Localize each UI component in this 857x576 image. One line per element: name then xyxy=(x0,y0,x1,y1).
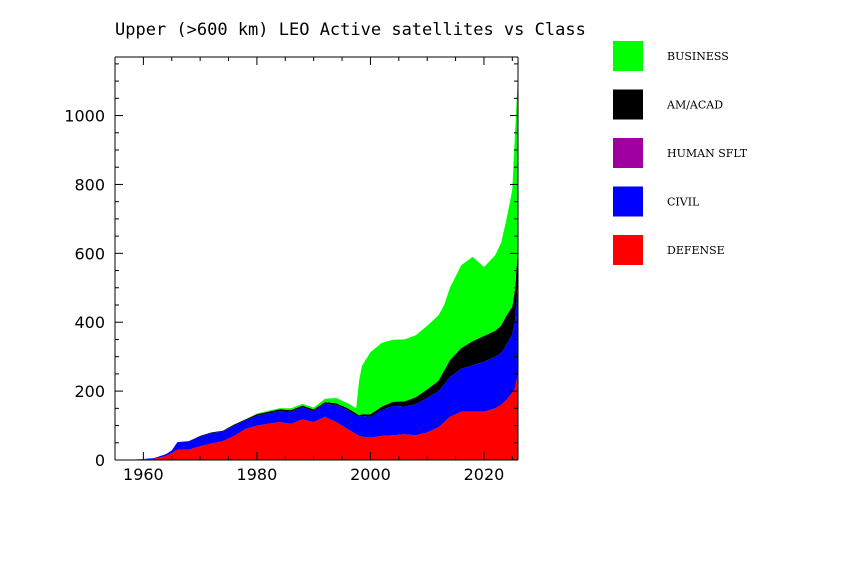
y-tick-label: 1000 xyxy=(64,107,105,126)
chart-title: Upper (>600 km) LEO Active satellites vs… xyxy=(115,20,586,40)
y-tick-label: 800 xyxy=(74,175,105,194)
legend-swatch-defense xyxy=(613,235,643,265)
axes: 1960 1980 2000 2020 0 200 400 600 800 1000 xyxy=(64,56,519,484)
legend-label-civil: CIVIL xyxy=(667,196,700,209)
y-tick-label: 400 xyxy=(74,313,105,332)
y-tick-label: 200 xyxy=(74,382,105,401)
legend-swatch-human-sflt xyxy=(613,138,643,168)
y-tick-label: 0 xyxy=(95,451,105,470)
area-layers xyxy=(115,74,518,460)
legend-label-business: BUSINESS xyxy=(667,50,729,63)
y-tick-label: 600 xyxy=(74,244,105,263)
legend: BUSINESS AM/ACAD HUMAN SFLT CIVIL DEFENSE xyxy=(613,41,748,265)
x-tick-label: 2000 xyxy=(350,465,391,484)
legend-label-human-sflt: HUMAN SFLT xyxy=(667,147,748,160)
area-business xyxy=(115,74,518,460)
x-tick-label: 1960 xyxy=(123,465,164,484)
legend-label-defense: DEFENSE xyxy=(667,244,725,257)
legend-swatch-business xyxy=(613,41,643,71)
area-civil xyxy=(115,280,518,460)
legend-swatch-civil xyxy=(613,186,643,217)
x-tick-label: 2020 xyxy=(464,465,505,484)
x-tick-label: 1980 xyxy=(237,465,278,484)
area-defense xyxy=(115,372,518,460)
legend-label-am-acad: AM/ACAD xyxy=(666,99,723,112)
legend-swatch-am-acad xyxy=(613,89,643,120)
